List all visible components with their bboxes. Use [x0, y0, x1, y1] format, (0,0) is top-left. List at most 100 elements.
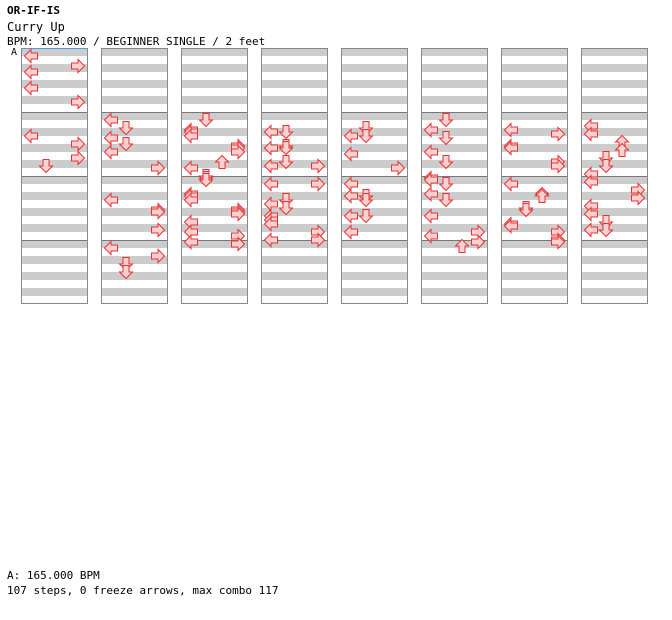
beat-band — [101, 64, 168, 72]
beat-band — [341, 240, 408, 248]
beat-band — [21, 176, 88, 184]
beat-band — [21, 144, 88, 152]
beat-band — [181, 64, 248, 72]
chart-column — [421, 48, 488, 304]
chart-column — [341, 48, 408, 304]
beat-band — [261, 208, 328, 216]
beat-band — [341, 208, 408, 216]
column-border — [421, 48, 488, 304]
beat-band — [421, 112, 488, 120]
beat-band — [581, 112, 648, 120]
beat-band — [181, 256, 248, 264]
beat-band — [501, 256, 568, 264]
beat-band — [261, 144, 328, 152]
beat-band — [21, 96, 88, 104]
beat-band — [101, 176, 168, 184]
beat-band — [421, 48, 488, 56]
beat-band — [341, 48, 408, 56]
beat-band — [341, 80, 408, 88]
beat-band — [261, 256, 328, 264]
beat-band — [261, 112, 328, 120]
beat-band — [341, 112, 408, 120]
step-chart — [21, 48, 648, 304]
beat-band — [421, 256, 488, 264]
beat-band — [581, 144, 648, 152]
beat-band — [101, 80, 168, 88]
beat-band — [421, 160, 488, 168]
column-border — [341, 48, 408, 304]
beat-band — [101, 160, 168, 168]
beat-band — [421, 176, 488, 184]
beat-band — [21, 224, 88, 232]
beat-band — [181, 240, 248, 248]
beat-band — [421, 128, 488, 136]
beat-band — [181, 272, 248, 280]
beat-band — [21, 80, 88, 88]
chart-column — [261, 48, 328, 304]
beat-band — [341, 128, 408, 136]
beat-band — [501, 208, 568, 216]
beat-band — [581, 80, 648, 88]
bpm-change-list: A: 165.000 BPM — [7, 569, 100, 582]
beat-band — [101, 272, 168, 280]
beat-band — [581, 240, 648, 248]
beat-band — [501, 160, 568, 168]
beat-band — [21, 256, 88, 264]
beat-band — [21, 272, 88, 280]
arrow-down-icon — [279, 141, 293, 155]
beat-band — [261, 80, 328, 88]
beat-band — [261, 128, 328, 136]
beat-band — [101, 256, 168, 264]
beat-band — [341, 192, 408, 200]
beat-band — [21, 192, 88, 200]
beat-band — [421, 208, 488, 216]
beat-band — [101, 224, 168, 232]
beat-band — [501, 64, 568, 72]
beat-band — [581, 224, 648, 232]
beat-band — [181, 208, 248, 216]
beat-band — [581, 48, 648, 56]
beat-band — [581, 272, 648, 280]
beat-band — [501, 112, 568, 120]
beat-band — [501, 224, 568, 232]
beat-band — [421, 96, 488, 104]
beat-band — [21, 288, 88, 296]
beat-band — [341, 224, 408, 232]
beat-band — [341, 64, 408, 72]
beat-band — [341, 160, 408, 168]
song-title: Curry Up — [7, 20, 65, 34]
beat-band — [181, 160, 248, 168]
beat-band — [421, 288, 488, 296]
beat-band — [261, 48, 328, 56]
column-border — [181, 48, 248, 304]
beat-band — [421, 240, 488, 248]
beat-band — [101, 240, 168, 248]
beat-band — [581, 208, 648, 216]
beat-band — [501, 96, 568, 104]
beat-band — [341, 256, 408, 264]
beat-band — [101, 144, 168, 152]
beat-band — [101, 192, 168, 200]
arrow-down-icon — [279, 125, 293, 139]
beat-band — [181, 224, 248, 232]
bpm-marker-label: A — [11, 47, 18, 58]
beat-band — [101, 96, 168, 104]
beat-band — [181, 96, 248, 104]
column-border — [101, 48, 168, 304]
beat-band — [21, 208, 88, 216]
beat-band — [581, 160, 648, 168]
beat-band — [421, 272, 488, 280]
chart-info: BPM: 165.000 / BEGINNER SINGLE / 2 feet — [7, 35, 266, 48]
beat-band — [181, 80, 248, 88]
beat-band — [261, 96, 328, 104]
beat-band — [21, 64, 88, 72]
beat-band — [501, 288, 568, 296]
beat-band — [101, 288, 168, 296]
beat-band — [501, 128, 568, 136]
column-border — [261, 48, 328, 304]
beat-band — [261, 160, 328, 168]
chart-column — [101, 48, 168, 304]
beat-band — [581, 176, 648, 184]
beat-band — [581, 256, 648, 264]
beat-band — [21, 240, 88, 248]
